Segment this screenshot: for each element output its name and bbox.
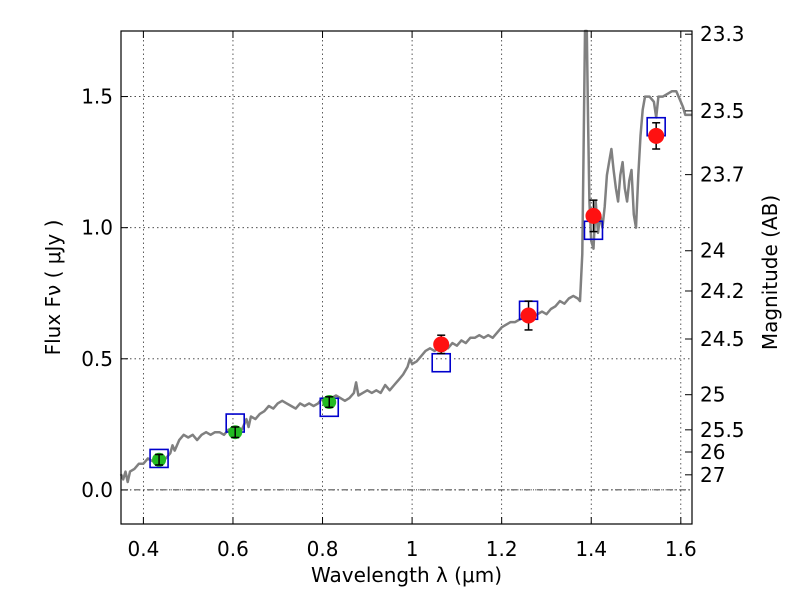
observed-point xyxy=(585,207,602,224)
observed-point xyxy=(520,307,537,324)
model-spectrum-line xyxy=(119,29,692,484)
x-tick-label: 1.2 xyxy=(486,537,518,561)
y-tick-label: 1.0 xyxy=(81,216,113,240)
x-tick-label: 1 xyxy=(406,537,419,561)
mag-tick-label: 27 xyxy=(700,463,725,487)
mag-tick-label: 24 xyxy=(700,239,725,263)
y-tick-label: 1.5 xyxy=(81,85,113,109)
mag-tick-label: 23.3 xyxy=(700,22,745,46)
mag-tick-label: 24.2 xyxy=(700,279,745,303)
y-tick-label: 0.0 xyxy=(81,478,113,502)
mag-tick-label: 24.5 xyxy=(700,327,745,351)
mag-tick-label: 25.5 xyxy=(700,418,745,442)
mag-tick-label: 26 xyxy=(700,440,725,464)
grid-lines xyxy=(121,31,692,524)
mag-tick-label: 23.5 xyxy=(700,99,745,123)
mag-tick-label: 23.7 xyxy=(700,163,745,187)
observed-point xyxy=(433,336,450,353)
band-model-square xyxy=(431,352,452,373)
observed-points xyxy=(152,127,665,467)
x-tick-label: 0.8 xyxy=(307,537,339,561)
x-tick-label: 1.4 xyxy=(575,537,607,561)
magnitude-axis-label: Magnitude (AB) xyxy=(758,195,782,350)
y-axis-label: Flux Fν ( μJy ) xyxy=(41,220,65,356)
x-axis-label: Wavelength λ (μm) xyxy=(311,563,502,587)
mag-tick-label: 25 xyxy=(700,383,725,407)
plot-area xyxy=(119,29,692,484)
y-axis-ticks: 0.0 0.5 1.0 1.5 xyxy=(81,85,128,502)
band-model-square xyxy=(149,448,169,469)
axes-frame xyxy=(120,30,693,525)
x-tick-label: 0.6 xyxy=(217,537,249,561)
y-tick-label: 0.5 xyxy=(81,347,113,371)
observed-point xyxy=(648,127,665,144)
x-tick-label: 0.4 xyxy=(127,537,159,561)
x-tick-label: 1.6 xyxy=(665,537,697,561)
x-axis-ticks: 0.4 0.6 0.8 1 1.2 1.4 1.6 xyxy=(127,31,697,561)
